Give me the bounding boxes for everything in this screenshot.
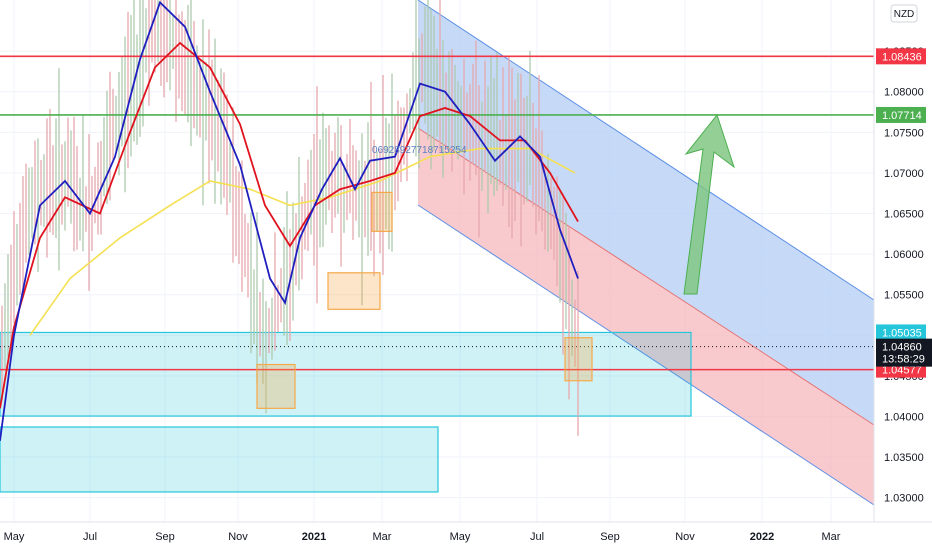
zone-price-tag: [876, 324, 926, 341]
support-zones: [0, 331, 692, 493]
ma-red-line: [0, 41, 579, 409]
time-tick-label: Nov: [228, 531, 248, 543]
price-tick-label: 1.05500: [884, 290, 924, 302]
marker-box: [564, 337, 593, 382]
marker-box: [327, 272, 381, 310]
current-price-tag: [876, 338, 932, 367]
moving-averages: [0, 0, 579, 441]
price-tick-label: 1.04000: [884, 411, 924, 423]
price-tick-label: 1.03000: [884, 493, 924, 505]
time-tick-label: May: [4, 531, 25, 543]
level-tag-label: 1.08436: [882, 51, 922, 63]
price-tick-label: 1.06000: [884, 249, 924, 261]
time-tick-label: Nov: [675, 531, 695, 543]
level-tag-label: 1.07714: [882, 110, 922, 122]
support-zone: [0, 426, 439, 493]
price-tags: 1.08436 1.07714 1.04577 1.05035 1.0486013:58…: [876, 48, 932, 378]
time-tick-label: Jul: [83, 531, 97, 543]
marker-boxes: [256, 191, 593, 409]
price-tick-label: 1.03500: [884, 452, 924, 464]
marker-box: [256, 363, 296, 409]
channel-bottom-line: [417, 204, 875, 506]
current-price-label: 1.04860: [882, 342, 922, 354]
price-axis-background: [874, 0, 932, 522]
price-tick-label: 1.07000: [884, 168, 924, 180]
time-tick-label: Mar: [822, 531, 841, 543]
zone-price-label: 1.05035: [882, 327, 922, 339]
up-arrow-shape: [683, 113, 735, 295]
currency-badge[interactable]: [890, 4, 918, 23]
ma-blue-line: [0, 0, 579, 441]
up-arrow-icon: [683, 113, 735, 295]
time-tick-label: Sep: [155, 531, 175, 543]
time-axis-background: [0, 522, 874, 550]
time-tick-label: May: [450, 531, 471, 543]
level-tag-label: 1.04577: [882, 365, 922, 377]
time-tick-label: Jul: [530, 531, 544, 543]
price-tick-label: 1.06500: [884, 209, 924, 221]
support-zone: [0, 331, 692, 417]
currency-label: NZD: [894, 9, 915, 20]
level-tag: [876, 106, 926, 123]
channel-upper-band: [418, 0, 874, 425]
time-tick-label: 2022: [750, 531, 774, 543]
marker-box: [371, 191, 393, 232]
channel-lower-band: [418, 128, 874, 505]
price-tick-label: 1.08000: [884, 87, 924, 99]
channel-annotation: 06928927718715254: [372, 145, 467, 156]
price-tick-label: 1.07500: [884, 127, 924, 139]
time-tick-label: 2021: [302, 531, 326, 543]
channel-top-line: [417, 0, 875, 301]
time-tick-label: Sep: [600, 531, 620, 543]
countdown-label: 13:58:29: [882, 354, 925, 366]
regression-channel: [417, 0, 875, 506]
ma-yellow-line: [29, 147, 576, 336]
horizontal-levels: [0, 55, 874, 371]
time-axis-ticks: May Jul Sep Nov 2021 Mar May Jul Sep Nov 2022 Mar: [4, 531, 841, 543]
level-tag: [876, 48, 926, 65]
time-tick-label: Mar: [373, 531, 392, 543]
